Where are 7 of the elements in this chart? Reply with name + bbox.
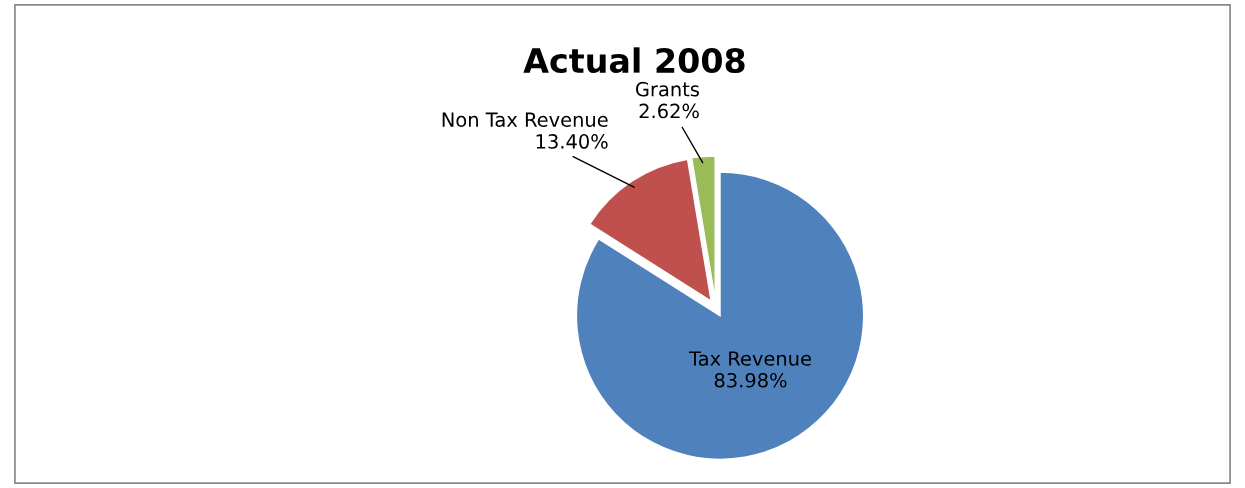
- slice-label: Grants: [635, 81, 699, 97]
- data-label: 13.40%: [536, 134, 608, 149]
- data-label: 83.98%: [714, 372, 787, 388]
- data-label: 2.62%: [639, 103, 699, 119]
- slice-label: Non Tax Revenue: [442, 112, 608, 128]
- chart-title: Actual 2008: [523, 47, 745, 74]
- slice-label: Tax Revenue: [688, 351, 811, 366]
